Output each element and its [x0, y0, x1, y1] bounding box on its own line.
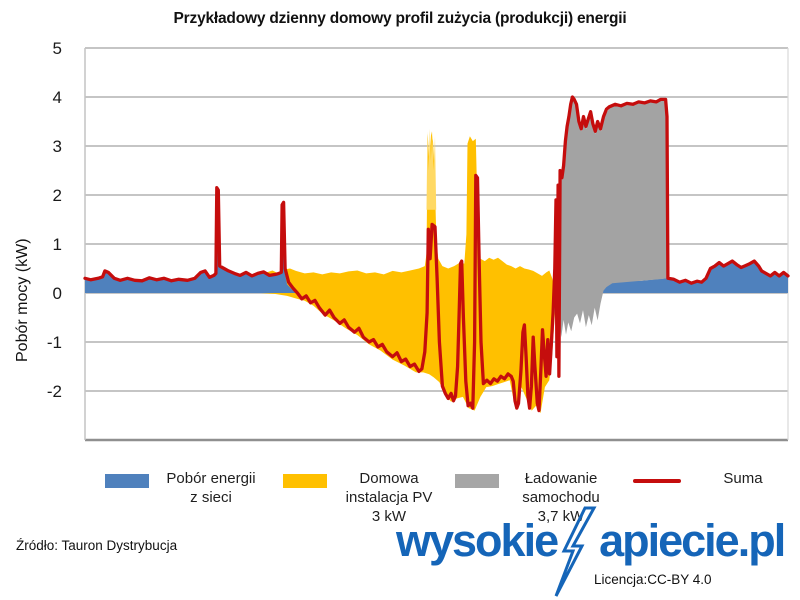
pv-area-series [260, 131, 557, 414]
logo-text-left: wysokie [396, 515, 559, 566]
legend-item-pob-r-energii: Pobór energii z sieci [105, 470, 259, 508]
legend-swatch-box [455, 474, 499, 488]
legend-label: Suma [723, 470, 763, 487]
y-tick-label: 4 [53, 88, 62, 107]
legend-swatch-box [105, 474, 149, 488]
y-tick-label: 3 [53, 137, 62, 156]
car-area-series [554, 99, 668, 338]
chart-title: Przykładowy dzienny domowy profil zużyci… [173, 10, 627, 27]
legend-item-domowa: Domowa instalacja PV 3 kW [283, 470, 437, 526]
suma-line-series [83, 95, 790, 413]
legend: Pobór energii z sieci Domowa instalacja PV 3… [85, 470, 795, 530]
legend-label: Domowa instalacja PV 3 kW [345, 470, 433, 525]
legend-item--adowanie: Ładowanie samochodu 3,7 kW [455, 470, 609, 526]
plot-area: 5 4 3 2 1 0 -1 -2 [47, 39, 790, 442]
y-tick-label: 5 [53, 39, 62, 58]
y-tick-label: 0 [53, 284, 62, 303]
pv-spike-highlight-series [426, 128, 437, 210]
y-tick-label: 1 [53, 235, 62, 254]
legend-label: Ładowanie samochodu 3,7 kW [522, 470, 600, 525]
license-text: Licencja:CC-BY 4.0 [594, 572, 712, 587]
legend-swatch-line [633, 479, 681, 483]
y-tick-label: 2 [53, 186, 62, 205]
source-credit: Źródło: Tauron Dystrybucja [16, 538, 178, 553]
legend-swatch-box [283, 474, 327, 488]
y-tick-label: -2 [47, 382, 62, 401]
logo-text-right: apiecie.pl [599, 515, 786, 566]
legend-item-suma: Suma [633, 470, 791, 489]
grid-area-series [85, 187, 788, 293]
legend-label: Pobór energii z sieci [166, 470, 256, 506]
site-logo: wysokie apiecie.pl [396, 506, 786, 598]
y-tick-label: -1 [47, 333, 62, 352]
lightning-bolt-icon [554, 506, 597, 597]
